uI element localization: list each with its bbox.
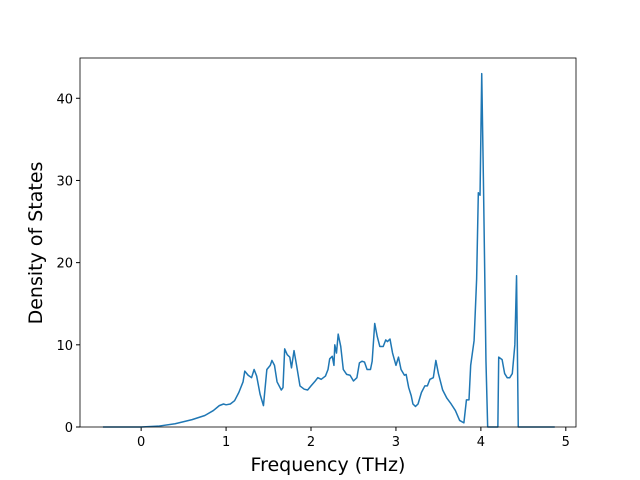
plot-frame xyxy=(79,57,577,428)
y-tick-label: 30 xyxy=(56,174,73,189)
y-tick-label: 20 xyxy=(56,257,73,272)
x-axis-label: Frequency (THz) xyxy=(251,454,406,476)
y-tick-label: 40 xyxy=(56,92,73,107)
line-series xyxy=(102,72,555,428)
y-tick-label: 0 xyxy=(65,421,73,436)
x-tick-label: 4 xyxy=(477,435,485,450)
y-axis-label: Density of States xyxy=(25,162,47,325)
x-tick-label: 2 xyxy=(307,435,315,450)
x-tick-label: 1 xyxy=(222,435,230,450)
x-tick-label: 5 xyxy=(562,435,570,450)
y-tick-label: 10 xyxy=(56,339,73,354)
x-tick-label: 0 xyxy=(137,435,145,450)
x-tick-label: 3 xyxy=(392,435,400,450)
